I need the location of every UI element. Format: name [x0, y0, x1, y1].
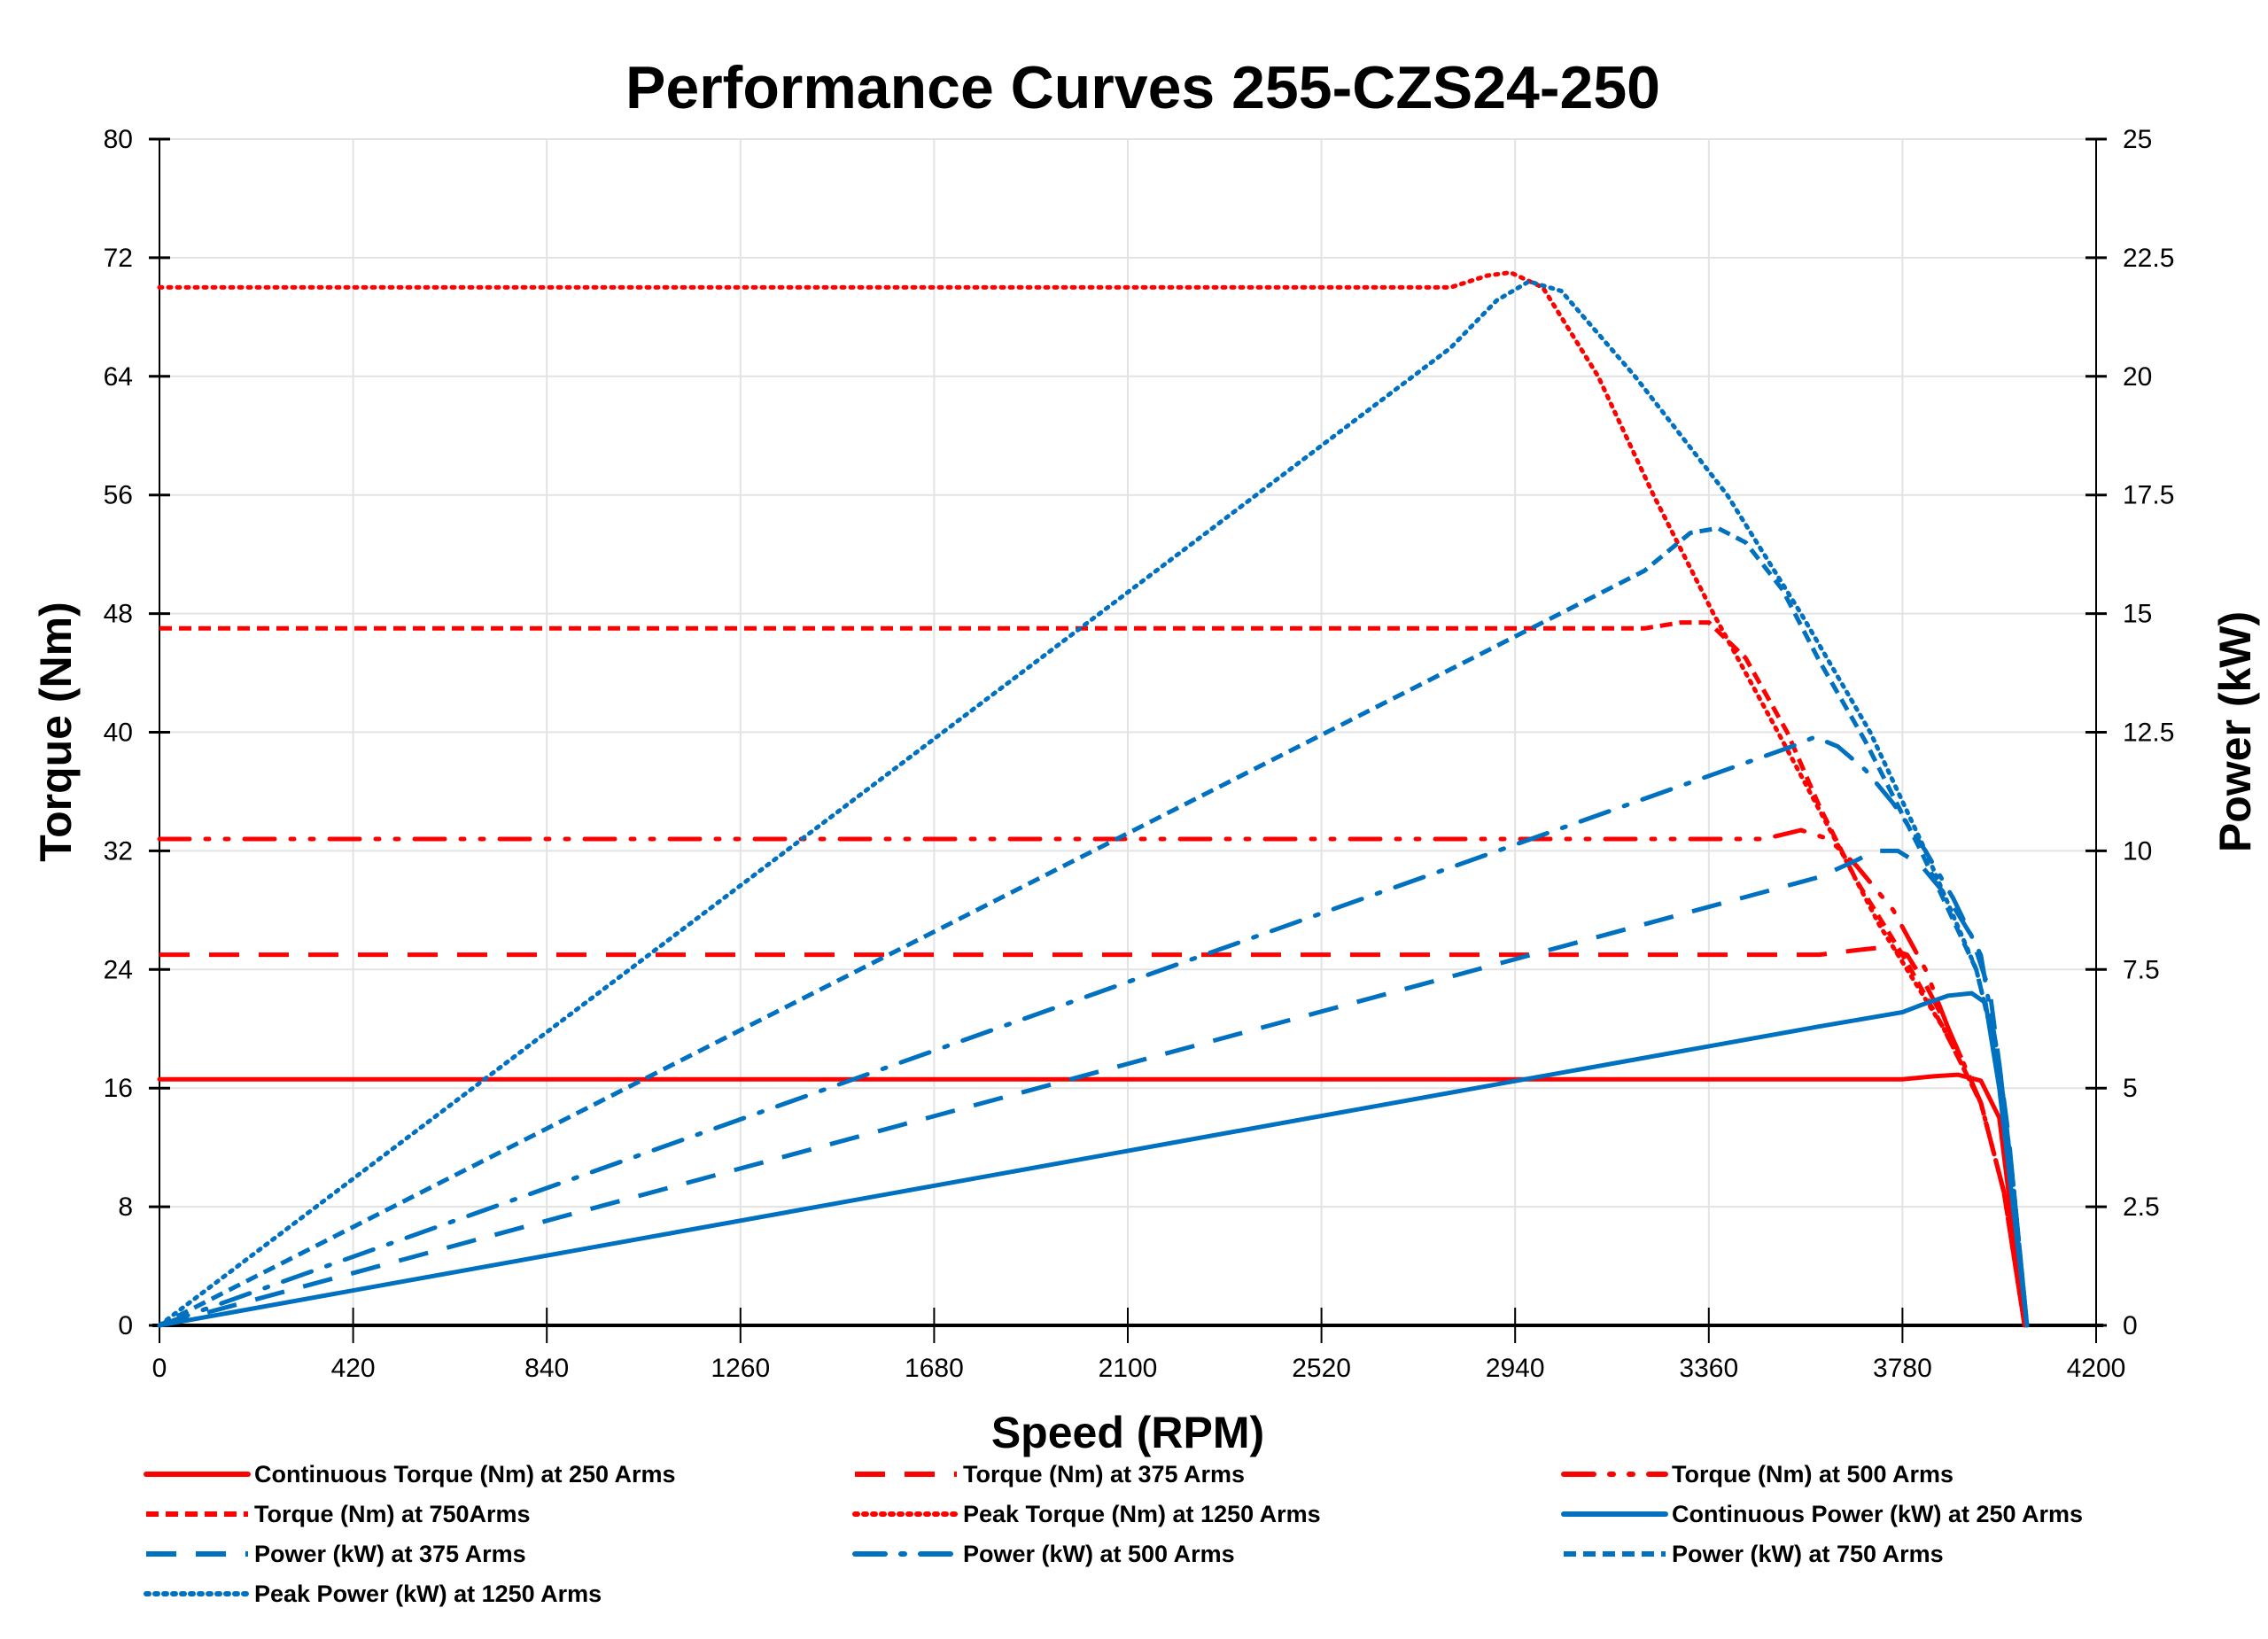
legend-item: Peak Torque (Nm) at 1250 Arms	[852, 1501, 1321, 1527]
x-tick-labels: 0 420 840 1260 1680 2100 2520 2940 3360 3780 4200	[152, 1354, 2126, 1383]
series-line-8	[158, 525, 2030, 1328]
x-tick-label: 1680	[905, 1354, 964, 1383]
legend-item: Torque (Nm) at 500 Arms	[1561, 1461, 1953, 1488]
legend-label: Power (kW) at 375 Arms	[254, 1541, 526, 1567]
y-tick-label: 32	[104, 836, 133, 866]
legend-label: Continuous Torque (Nm) at 250 Arms	[254, 1461, 676, 1488]
x-tick-label: 840	[524, 1354, 569, 1383]
y2-tick-label: 7.5	[2123, 955, 2160, 984]
legend-item: Power (kW) at 375 Arms	[146, 1541, 526, 1567]
y-tick-label: 56	[104, 481, 133, 510]
legend-item: Peak Power (kW) at 1250 Arms	[144, 1581, 602, 1607]
legend-label: Torque (Nm) at 750Arms	[254, 1501, 531, 1527]
y2-tick-label: 25	[2123, 125, 2152, 154]
y2-tick-label: 10	[2123, 836, 2152, 866]
series-line-4	[157, 270, 2027, 1328]
legend-label: Continuous Power (kW) at 250 Arms	[1672, 1501, 2083, 1527]
series-line-6	[159, 848, 2030, 1328]
x-axis-title: Speed (RPM)	[991, 1408, 1264, 1457]
legend-item: Continuous Torque (Nm) at 250 Arms	[144, 1461, 676, 1488]
y-tick-label: 72	[104, 244, 133, 273]
x-tick-label: 3780	[1873, 1354, 1932, 1383]
y-tick-labels: 0 8 16 24 32 40 48 56 64 72 80	[104, 125, 133, 1340]
y-tick-label: 80	[104, 125, 133, 154]
x-tick-label: 4200	[2067, 1354, 2126, 1383]
legend-label: Power (kW) at 500 Arms	[963, 1541, 1235, 1567]
legend-item: Continuous Power (kW) at 250 Arms	[1561, 1501, 2083, 1527]
axes	[149, 137, 2107, 1343]
y-tick-label: 64	[104, 362, 133, 392]
series-lines	[157, 270, 2030, 1328]
legend-label: Torque (Nm) at 500 Arms	[1672, 1461, 1953, 1488]
legend-item: Torque (Nm) at 750Arms	[146, 1501, 531, 1527]
legend-label: Peak Torque (Nm) at 1250 Arms	[963, 1501, 1321, 1527]
legend-item: Power (kW) at 750 Arms	[1564, 1541, 1944, 1567]
y2-tick-label: 15	[2123, 600, 2152, 629]
series-line-9	[157, 279, 2030, 1328]
y-tick-label: 24	[104, 955, 133, 984]
x-tick-label: 420	[331, 1354, 376, 1383]
legend-label: Peak Power (kW) at 1250 Arms	[254, 1581, 602, 1607]
y2-tick-labels: 0 2.5 5 7.5 10 12.5 15 17.5 20 22.5 25	[2123, 125, 2174, 1340]
x-tick-label: 1260	[711, 1354, 770, 1383]
chart-title: Performance Curves 255-CZS24-250	[625, 54, 1660, 121]
y-tick-label: 0	[118, 1311, 133, 1340]
legend-item: Power (kW) at 500 Arms	[852, 1541, 1235, 1567]
series-line-1	[159, 944, 2027, 1326]
x-tick-label: 2940	[1486, 1354, 1545, 1383]
y2-tick-label: 0	[2123, 1311, 2138, 1340]
y2-tick-label: 17.5	[2123, 481, 2174, 510]
series-line-5	[157, 990, 2030, 1328]
series-line-3	[159, 620, 2027, 1326]
legend-label: Power (kW) at 750 Arms	[1672, 1541, 1944, 1567]
x-tick-label: 2520	[1292, 1354, 1351, 1383]
y2-tick-label: 12.5	[2123, 719, 2174, 748]
x-tick-label: 2100	[1099, 1354, 1158, 1383]
y-tick-label: 16	[104, 1074, 133, 1103]
legend-label: Torque (Nm) at 375 Arms	[963, 1461, 1245, 1488]
series-line-7	[157, 734, 2030, 1328]
y2-tick-label: 22.5	[2123, 244, 2174, 273]
legend-item: Torque (Nm) at 375 Arms	[855, 1461, 1245, 1488]
y2-tick-label: 2.5	[2123, 1192, 2160, 1222]
y-tick-label: 8	[118, 1192, 133, 1222]
y-tick-label: 40	[104, 719, 133, 748]
x-tick-label: 0	[152, 1354, 167, 1383]
series-line-0	[157, 1072, 2027, 1328]
y-axis-title: Torque (Nm)	[31, 602, 81, 861]
grid-lines	[159, 138, 2097, 1325]
x-tick-label: 3360	[1679, 1354, 1738, 1383]
y-tick-label: 48	[104, 600, 133, 629]
y2-tick-label: 5	[2123, 1074, 2138, 1103]
y2-axis-title: Power (kW)	[2210, 611, 2260, 852]
legend: Continuous Torque (Nm) at 250 Arms Torque…	[144, 1461, 2083, 1607]
y2-tick-label: 20	[2123, 362, 2152, 392]
